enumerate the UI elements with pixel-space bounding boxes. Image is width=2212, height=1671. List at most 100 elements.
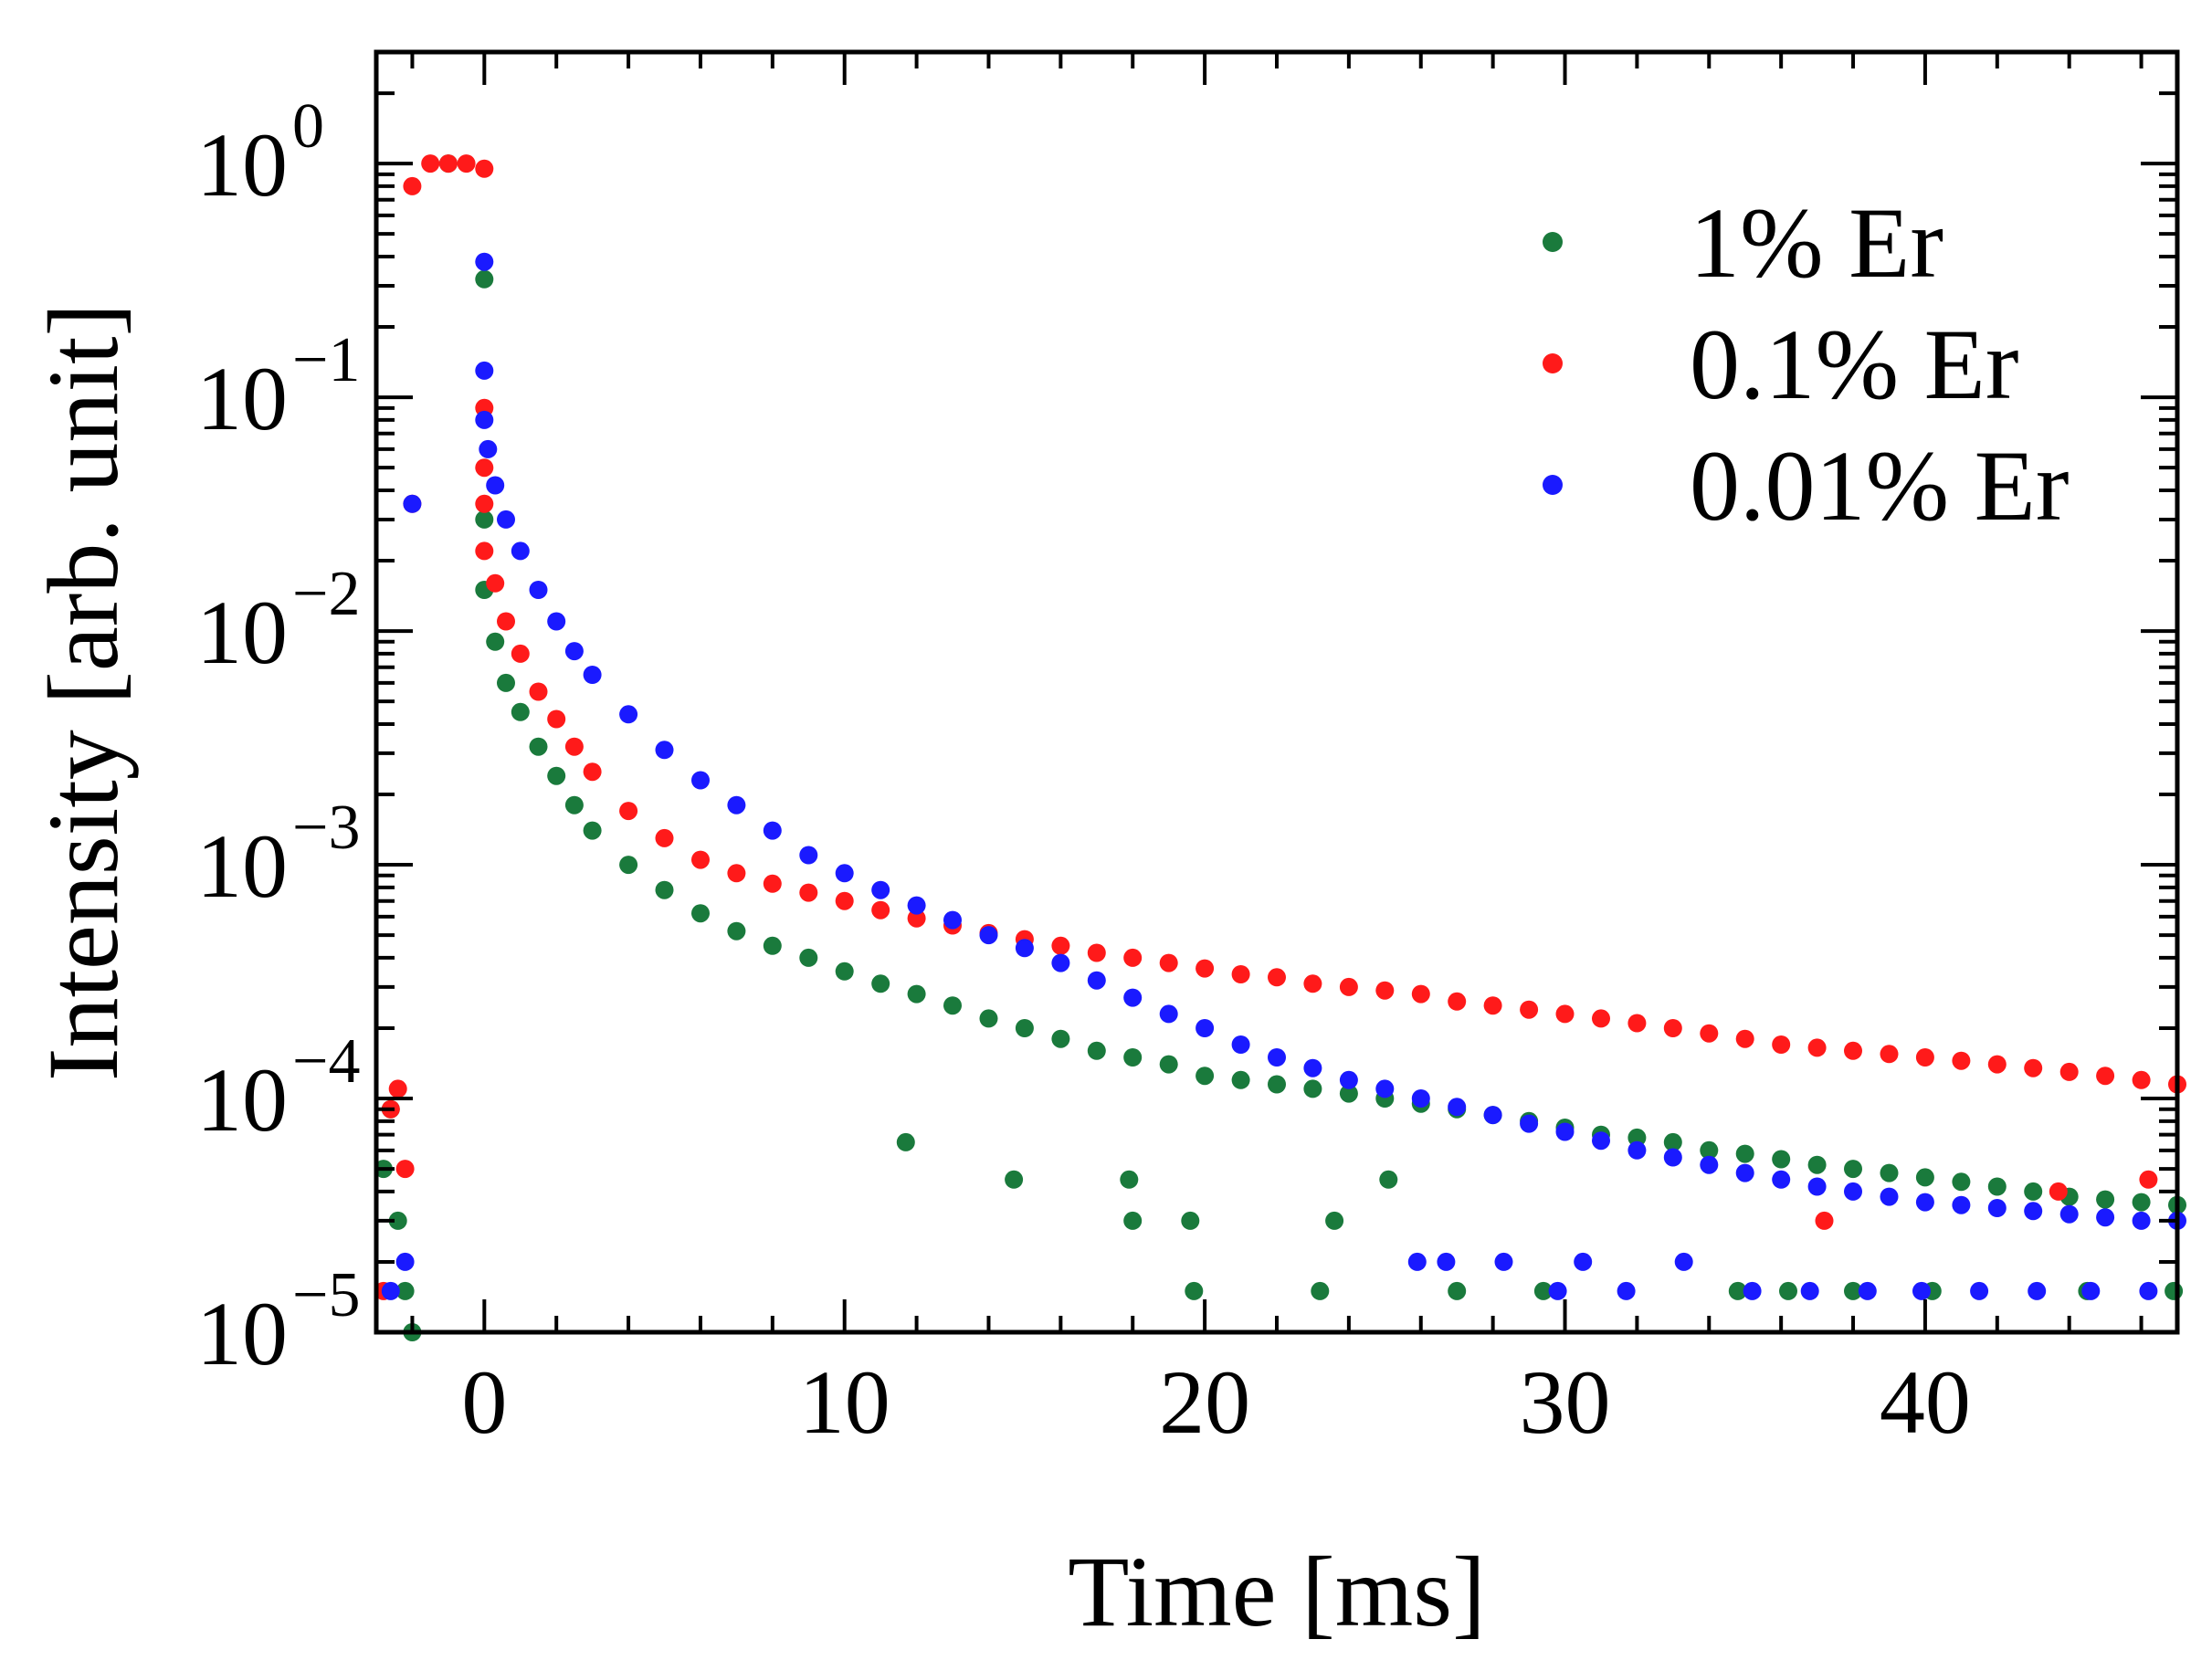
point-series-1 <box>727 864 746 883</box>
x-tick-label: 0 <box>461 1351 507 1453</box>
point-series-0 <box>1987 1177 2007 1196</box>
point-series-0 <box>1915 1168 1934 1187</box>
x-tick-label: 10 <box>799 1351 890 1453</box>
y-tick-mantissa: 10 <box>196 348 288 449</box>
point-series-2 <box>1407 1252 1427 1271</box>
point-series-0 <box>655 880 674 899</box>
point-series-2 <box>1880 1187 1899 1206</box>
point-series-0 <box>1728 1281 1747 1300</box>
point-series-2 <box>2132 1211 2151 1230</box>
point-series-2 <box>1159 1004 1178 1024</box>
point-series-1 <box>1339 977 1358 996</box>
point-series-0 <box>1700 1140 1719 1160</box>
point-series-2 <box>1494 1252 1513 1271</box>
point-series-1 <box>1772 1035 1791 1054</box>
point-series-1 <box>907 909 926 928</box>
point-series-2 <box>655 741 674 760</box>
point-series-2 <box>1548 1281 1567 1300</box>
point-series-1 <box>1700 1024 1719 1043</box>
point-series-1 <box>1483 996 1502 1015</box>
point-series-2 <box>1674 1252 1693 1271</box>
point-series-2 <box>583 666 602 684</box>
point-series-0 <box>1159 1055 1178 1074</box>
point-series-1 <box>475 159 494 178</box>
point-series-1 <box>1880 1045 1899 1064</box>
point-series-0 <box>1448 1281 1467 1300</box>
point-series-2 <box>1574 1252 1593 1271</box>
point-series-2 <box>1844 1182 1862 1201</box>
point-series-2 <box>1617 1281 1636 1300</box>
point-series-0 <box>1379 1170 1398 1189</box>
point-series-0 <box>835 962 854 981</box>
point-series-1 <box>2139 1170 2158 1189</box>
point-series-2 <box>1735 1163 1754 1182</box>
point-series-2 <box>1231 1035 1250 1054</box>
point-series-2 <box>1663 1148 1682 1167</box>
x-tick-labels: 0 10 20 30 40 <box>461 1351 1971 1453</box>
point-series-1 <box>1159 953 1178 972</box>
point-series-1 <box>1520 1000 1539 1019</box>
point-series-0 <box>583 821 602 840</box>
point-series-1 <box>421 154 440 173</box>
point-series-1 <box>486 573 505 593</box>
point-series-2 <box>943 910 962 930</box>
point-series-1 <box>619 802 638 821</box>
x-tick-label: 30 <box>1520 1351 1611 1453</box>
y-tick-label: 10 <box>196 348 288 449</box>
point-series-1 <box>871 900 890 920</box>
point-series-2 <box>1912 1281 1931 1300</box>
point-series-2 <box>1123 988 1143 1007</box>
point-series-2 <box>1807 1177 1827 1196</box>
point-series-0 <box>1772 1150 1791 1169</box>
point-series-0 <box>896 1132 915 1151</box>
point-series-1 <box>1375 981 1395 1000</box>
point-series-0 <box>1663 1132 1682 1151</box>
point-series-2 <box>1987 1199 2007 1217</box>
point-series-2 <box>691 771 710 790</box>
point-series-2 <box>1627 1140 1647 1160</box>
point-series-0 <box>497 673 515 692</box>
point-series-1 <box>583 762 602 782</box>
point-series-0 <box>1735 1144 1754 1163</box>
point-series-1 <box>2059 1062 2079 1081</box>
point-series-2 <box>1437 1252 1456 1271</box>
point-series-0 <box>1196 1067 1215 1086</box>
point-series-0 <box>1123 1048 1143 1067</box>
point-series-2 <box>2059 1204 2079 1224</box>
point-series-1 <box>1231 965 1250 983</box>
point-series-0 <box>1880 1163 1899 1182</box>
point-series-1 <box>475 458 494 478</box>
point-series-1 <box>388 1079 407 1098</box>
point-series-1 <box>763 874 782 893</box>
legend-label: 0.01% Er <box>1690 430 2069 541</box>
point-series-0 <box>2024 1182 2043 1201</box>
point-series-1 <box>564 737 584 756</box>
point-series-0 <box>2165 1281 2184 1300</box>
point-series-2 <box>403 494 422 513</box>
point-series-2 <box>871 880 890 899</box>
point-series-0 <box>2132 1193 2151 1212</box>
point-series-1 <box>1555 1004 1575 1024</box>
point-series-0 <box>475 269 494 289</box>
point-series-0 <box>1311 1281 1330 1300</box>
point-series-2 <box>2096 1208 2115 1227</box>
point-series-2 <box>475 252 494 271</box>
point-series-1 <box>1448 992 1467 1011</box>
y-tick-mantissa: 10 <box>196 1049 288 1151</box>
point-series-1 <box>1915 1048 1934 1067</box>
point-series-2 <box>381 1281 400 1300</box>
point-series-1 <box>799 883 818 902</box>
y-tick-exponent: −4 <box>292 1026 360 1097</box>
legend-marker <box>1543 475 1563 495</box>
point-series-2 <box>1483 1106 1502 1125</box>
point-series-1 <box>2132 1070 2151 1089</box>
axis-ticks <box>376 50 2177 1334</box>
point-series-0 <box>511 702 530 721</box>
point-series-0 <box>1181 1211 1200 1230</box>
point-series-0 <box>691 904 710 923</box>
point-series-0 <box>871 974 890 993</box>
point-series-0 <box>1779 1281 1797 1300</box>
point-series-1 <box>403 176 422 195</box>
legend-marker <box>1543 353 1563 373</box>
point-series-0 <box>1087 1041 1106 1060</box>
